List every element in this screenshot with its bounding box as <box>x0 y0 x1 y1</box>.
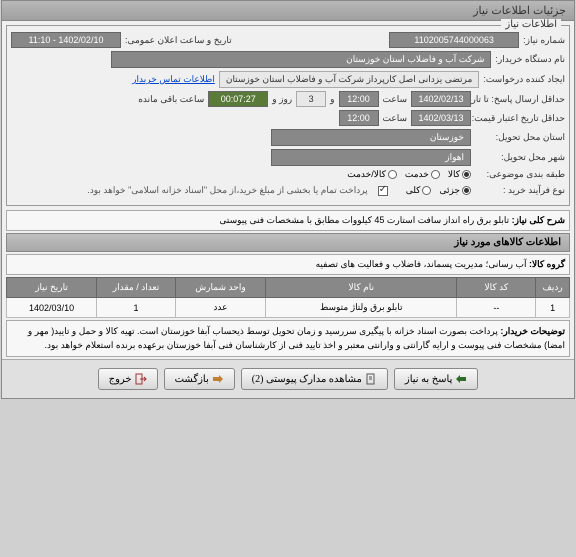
buyer-notes-label: توضیحات خریدار: <box>500 326 565 336</box>
table-header-cell: نام کالا <box>266 278 457 298</box>
buyer-notes-text: پرداخت بصورت اسناد خزانه با پیگیری سررسی… <box>28 326 565 350</box>
attachments-label: مشاهده مدارک پیوستی (2) <box>252 374 362 385</box>
row-creator: ایجاد کننده درخواست: مرتضی یزدانی اصل کا… <box>11 71 565 88</box>
table-header-row: ردیفکد کالانام کالاواحد شمارشتعداد / مقد… <box>7 278 570 298</box>
radio-partial[interactable]: جزئی <box>439 185 471 196</box>
public-date-value: 1402/02/10 - 11:10 <box>11 32 121 48</box>
table-header-cell: ردیف <box>536 278 570 298</box>
goods-section-header: اطلاعات کالاهای مورد نیاز <box>6 233 570 252</box>
radio-total-label: کلی <box>406 185 421 196</box>
radio-partial-label: جزئی <box>439 185 460 196</box>
need-no-label: شماره نیاز: <box>523 35 565 46</box>
back-button[interactable]: بازگشت <box>164 368 235 390</box>
row-validity: حداقل تاریخ اعتبار قیمت: تا تاریخ: 1402/… <box>11 110 565 126</box>
exit-button[interactable]: خروج <box>98 368 158 390</box>
deadline-date: 1402/02/13 <box>411 91 471 107</box>
payment-note: پرداخت تمام یا بخشی از مبلغ خرید،از محل … <box>81 183 373 198</box>
overview-text: تابلو برق راه انداز سافت استارت 45 کیلوو… <box>219 215 509 225</box>
goods-group-label: گروه کالا: <box>529 259 565 269</box>
reply-button[interactable]: پاسخ به نیاز <box>394 368 479 390</box>
table-header-cell: تعداد / مقدار <box>97 278 176 298</box>
goods-group-box: گروه کالا: آب رسانی؛ مدیریت پسماند، فاضل… <box>6 254 570 275</box>
button-bar: پاسخ به نیاز مشاهده مدارک پیوستی (2) باز… <box>2 359 574 398</box>
buyer-value: شرکت آب و فاضلاب استان خوزستان <box>111 51 491 68</box>
exit-icon <box>135 373 147 385</box>
city-value: اهواز <box>271 149 471 166</box>
table-header-cell: تاریخ نیاز <box>7 278 97 298</box>
row-city: شهر محل تحویل: اهواز <box>11 149 565 166</box>
days-label: روز و <box>272 94 292 105</box>
attachments-button[interactable]: مشاهده مدارک پیوستی (2) <box>241 368 388 390</box>
contact-link[interactable]: اطلاعات تماس خریدار <box>132 74 215 85</box>
payment-checkbox[interactable] <box>378 186 388 196</box>
row-deadline: حداقل ارسال پاسخ: تا تاریخ: 1402/02/13 س… <box>11 91 565 107</box>
category-radio-group: کالا خدمت کالا/خدمت <box>347 169 471 180</box>
row-province: استان محل تحویل: خوزستان <box>11 129 565 146</box>
radio-service[interactable]: خدمت <box>405 169 440 180</box>
reply-label: پاسخ به نیاز <box>405 374 453 385</box>
timer-value: 00:07:27 <box>208 91 268 107</box>
info-legend: اطلاعات نیاز <box>501 19 561 30</box>
table-cell: تابلو برق ولتاژ متوسط <box>266 298 457 318</box>
table-cell: -- <box>457 298 536 318</box>
city-label: شهر محل تحویل: <box>475 152 565 163</box>
radio-partial-dot <box>462 186 471 195</box>
back-icon <box>212 373 224 385</box>
time-label-1: ساعت <box>383 94 408 105</box>
buyer-notes-box: توضیحات خریدار: پرداخت بصورت اسناد خزانه… <box>6 320 570 357</box>
table-cell: عدد <box>175 298 265 318</box>
exit-label: خروج <box>109 374 132 385</box>
table-row[interactable]: 1--تابلو برق ولتاژ متوسطعدد11402/03/10 <box>7 298 570 318</box>
radio-total-dot <box>422 186 431 195</box>
table-cell: 1402/03/10 <box>7 298 97 318</box>
days-value: 3 <box>296 91 326 107</box>
validity-time: 12:00 <box>339 110 379 126</box>
time-label-2: ساعت <box>383 113 408 124</box>
table-cell: 1 <box>97 298 176 318</box>
category-label: طبقه بندی موضوعی: <box>475 169 565 180</box>
and-label: و <box>330 94 334 105</box>
validity-label: حداقل تاریخ اعتبار قیمت: تا تاریخ: <box>475 113 565 124</box>
main-window: جزئیات اطلاعات نیاز اطلاعات نیاز شماره ن… <box>1 0 575 399</box>
attachment-icon <box>365 373 377 385</box>
overview-label: شرح کلی نیاز: <box>512 215 565 225</box>
overview-box: شرح کلی نیاز: تابلو برق راه انداز سافت ا… <box>6 210 570 231</box>
table-cell: 1 <box>536 298 570 318</box>
process-radio-group: جزئی کلی <box>406 185 471 196</box>
radio-goods-dot <box>462 170 471 179</box>
row-buyer: نام دستگاه خریدار: شرکت آب و فاضلاب استا… <box>11 51 565 68</box>
radio-both-dot <box>388 170 397 179</box>
info-fieldset: اطلاعات نیاز شماره نیاز: 110200574400006… <box>6 25 570 206</box>
need-no-value: 1102005744000063 <box>389 32 519 48</box>
province-label: استان محل تحویل: <box>475 132 565 143</box>
buyer-label: نام دستگاه خریدار: <box>495 54 565 65</box>
deadline-time: 12:00 <box>339 91 379 107</box>
table-header-cell: کد کالا <box>457 278 536 298</box>
radio-total[interactable]: کلی <box>406 185 432 196</box>
public-date-label: تاریخ و ساعت اعلان عمومی: <box>125 35 232 46</box>
row-need-no: شماره نیاز: 1102005744000063 تاریخ و ساع… <box>11 32 565 48</box>
province-value: خوزستان <box>271 129 471 146</box>
row-process: نوع فرآیند خرید : جزئی کلی پرداخت تمام ی… <box>11 183 565 198</box>
radio-goods-label: کالا <box>448 169 460 180</box>
radio-service-label: خدمت <box>405 169 429 180</box>
row-category: طبقه بندی موضوعی: کالا خدمت کالا/خدمت <box>11 169 565 180</box>
radio-service-dot <box>431 170 440 179</box>
radio-goods[interactable]: کالا <box>448 169 471 180</box>
validity-date: 1402/03/13 <box>411 110 471 126</box>
window-title: جزئیات اطلاعات نیاز <box>2 1 574 21</box>
creator-label: ایجاد کننده درخواست: <box>483 74 565 85</box>
table-header-cell: واحد شمارش <box>175 278 265 298</box>
radio-both-label: کالا/خدمت <box>347 169 386 180</box>
deadline-label: حداقل ارسال پاسخ: تا تاریخ: <box>475 94 565 105</box>
goods-table: ردیفکد کالانام کالاواحد شمارشتعداد / مقد… <box>6 277 570 318</box>
goods-group-value: آب رسانی؛ مدیریت پسماند، فاضلاب و فعالیت… <box>316 259 527 269</box>
process-label: نوع فرآیند خرید : <box>475 185 565 196</box>
reply-icon <box>455 373 467 385</box>
radio-both[interactable]: کالا/خدمت <box>347 169 397 180</box>
remain-label: ساعت باقی مانده <box>138 94 204 105</box>
creator-value: مرتضی یزدانی اصل کارپرداز شرکت آب و فاضل… <box>219 71 480 88</box>
back-label: بازگشت <box>175 374 209 385</box>
